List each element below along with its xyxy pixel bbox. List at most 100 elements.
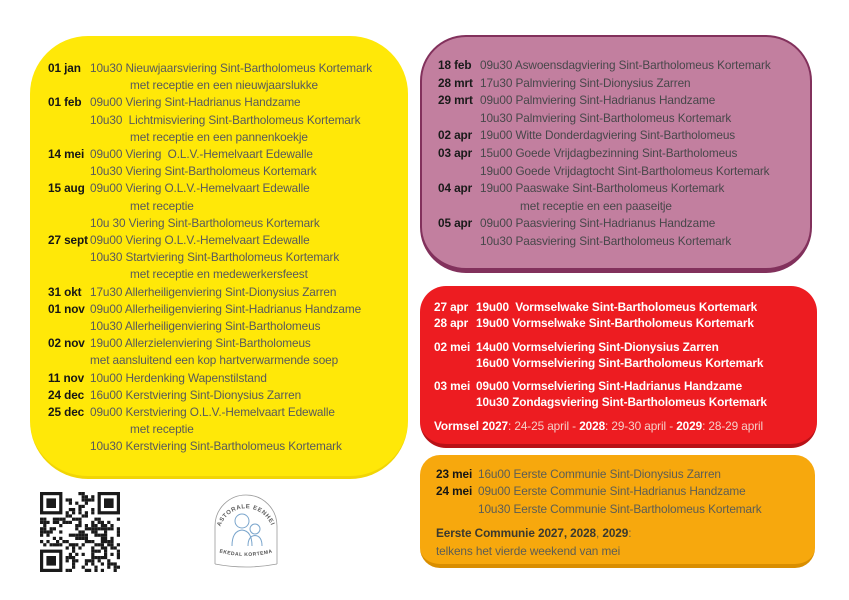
event-text: met receptie: [130, 198, 194, 213]
event-date: 04 apr: [438, 181, 473, 196]
event-text: 09u00 Palmviering Sint-Hadrianus Handzam…: [480, 93, 716, 108]
event-text: 19u00 Goede Vrijdagtocht Sint-Bartholome…: [480, 163, 770, 178]
footer-text: : 24-25 april -: [508, 418, 580, 433]
event-text: 09u30 Aswoensdagviering Sint-Bartholomeu…: [480, 58, 771, 72]
event-text: 19u00 Witte Donderdagviering Sint-Bartho…: [480, 128, 736, 143]
schedule-line: 29 mrt 09u00 Palmviering Sint-Hadrianus H…: [438, 92, 802, 110]
event-date: 23 mei: [436, 467, 473, 481]
schedule-line: 19u00 Goede Vrijdagtocht Sint-Bartholome…: [438, 163, 802, 181]
schedule-line: 15 aug 09u00 Viering O.L.V.-Hemelvaart Ed…: [48, 180, 398, 197]
schedule-line: 11 nov 10u00 Herdenking Wapenstilstand: [48, 370, 398, 387]
schedule-line: 03 apr 15u00 Goede Vrijdagbezinning Sint-…: [438, 145, 802, 163]
schedule-line: met receptie en een pannenkoekje: [48, 129, 398, 146]
event-text: 10u30 Nieuwjaarsviering Sint-Bartholomeu…: [90, 61, 373, 75]
schedule-line: met receptie: [48, 198, 398, 215]
event-date: 18 feb: [438, 58, 472, 72]
schedule-line: 10u30 Paasviering Sint-Bartholomeus Kort…: [438, 233, 802, 251]
schedule-line: 28 apr 19u00 Vormselwake Sint-Bartholomeu…: [434, 315, 811, 331]
event-date: 24 mei: [436, 484, 473, 499]
schedule-line: 10u 30 Viering Sint-Bartholomeus Kortema…: [48, 215, 398, 232]
schedule-line: 10u30 Viering Sint-Bartholomeus Kortemar…: [48, 163, 398, 180]
event-date: 02 apr: [438, 128, 473, 143]
schedule-line: met aansluitend een kop hartverwarmende …: [48, 352, 398, 369]
event-text: 10u30 Startviering Sint-Bartholomeus Kor…: [90, 250, 340, 265]
schedule-line: 10u30 Zondagsviering Sint-Bartholomeus K…: [434, 394, 811, 410]
schedule-line: 27 apr 19u00 Vormselwake Sint-Bartholomeu…: [434, 299, 811, 315]
event-date: 28 apr: [434, 316, 469, 331]
schedule-line: telkens het vierde weekend van mei: [436, 543, 809, 560]
schedule-line: 24 dec 16u00 Kerstviering Sint-Dionysius …: [48, 387, 398, 404]
spacer: [434, 411, 811, 418]
schedule-line: 01 feb 09u00 Viering Sint-Hadrianus Handz…: [48, 94, 398, 111]
event-text: 09u00 Allerheiligenviering Sint-Hadrianu…: [90, 301, 362, 316]
event-text: 10u30 Kerstviering Sint-Bartholomeus Kor…: [90, 439, 342, 454]
event-date: 02 nov: [48, 336, 85, 351]
vormsel-card: 27 apr 19u00 Vormselwake Sint-Bartholomeu…: [420, 286, 817, 448]
footer-text: : 29-30 april -: [605, 418, 677, 433]
event-text: met receptie en een nieuwjaarslukke: [130, 78, 318, 93]
schedule-line: 03 mei 09u00 Vormselviering Sint-Hadrianu…: [434, 378, 811, 394]
footer-strong-text: 2029: [602, 526, 629, 541]
parent-child-figures-icon: [231, 513, 263, 547]
event-date: 27 apr: [434, 300, 469, 314]
event-text: 09u00 Vormselviering Sint-Hadrianus Hand…: [476, 379, 743, 394]
event-date: 05 apr: [438, 216, 473, 231]
schedule-line: 14 mei 09u00 Viering O.L.V.-Hemelvaart Ed…: [48, 146, 398, 163]
schedule-line: 10u30 Allerheiligenviering Sint-Bartholo…: [48, 318, 398, 335]
schedule-line: met receptie en een nieuwjaarslukke: [48, 77, 398, 94]
schedule-line: 01 jan 10u30 Nieuwjaarsviering Sint-Barth…: [48, 60, 398, 77]
event-date: 27 sept: [48, 233, 88, 248]
event-date: 01 jan: [48, 61, 81, 75]
schedule-line: 31 okt 17u30 Allerheiligenviering Sint-Di…: [48, 284, 398, 301]
event-text: met receptie en medewerkersfeest: [130, 267, 308, 282]
event-text: 10u30 Palmviering Sint-Bartholomeus Kort…: [480, 110, 732, 125]
schedule-line: Eerste Communie 2027, 2028, 2029:: [436, 525, 809, 542]
event-text: 19u00 Vormselwake Sint-Bartholomeus Kort…: [476, 300, 758, 314]
spacer: [434, 332, 811, 339]
event-date: 03 mei: [434, 379, 471, 394]
schedule-line: 23 mei 16u00 Eerste Communie Sint-Dionysi…: [436, 466, 809, 483]
schedule-line: 10u30 Lichtmisviering Sint-Bartholomeus …: [48, 112, 398, 129]
svg-text:PASTORALE EENHEID: PASTORALE EENHEID: [208, 484, 275, 527]
spacer: [434, 371, 811, 378]
footer-strong-text: 2029: [676, 418, 703, 433]
event-text: 09u00 Eerste Communie Sint-Hadrianus Han…: [478, 484, 746, 499]
footer-text: ,: [596, 526, 603, 541]
schedule-line: 04 apr 19u00 Paaswake Sint-Bartholomeus K…: [438, 180, 802, 198]
event-date: 02 mei: [434, 339, 471, 354]
event-text: 15u00 Goede Vrijdagbezinning Sint-Bartho…: [480, 145, 738, 160]
event-text: 09u00 Viering O.L.V.-Hemelvaart Edewalle: [90, 147, 313, 162]
yearly-calendar-card: 01 jan 10u30 Nieuwjaarsviering Sint-Barth…: [30, 36, 408, 479]
schedule-line: 10u30 Eerste Communie Sint-Bartholomeus …: [436, 501, 809, 518]
pastorale-eenheid-logo: PASTORALE EENHEID KREKEDAL KORTEMARK: [208, 484, 278, 568]
event-text: 09u00 Kerstviering O.L.V.-Hemelvaart Ede…: [90, 405, 335, 420]
schedule-line: 01 nov 09u00 Allerheiligenviering Sint-Ha…: [48, 301, 398, 318]
event-date: 11 nov: [48, 370, 85, 385]
qr-code-icon: [38, 490, 122, 574]
event-date: 15 aug: [48, 181, 85, 196]
schedule-line: 05 apr 09u00 Paasviering Sint-Hadrianus H…: [438, 215, 802, 233]
event-text: met receptie: [130, 422, 194, 437]
event-text: 14u00 Vormselviering Sint-Dionysius Zarr…: [476, 339, 719, 354]
event-text: 10u 30 Viering Sint-Bartholomeus Kortema…: [90, 215, 320, 230]
event-text: 10u30 Lichtmisviering Sint-Bartholomeus …: [90, 112, 361, 127]
footer-strong-text: 2028: [579, 418, 606, 433]
event-text: 10u00 Herdenking Wapenstilstand: [90, 370, 267, 385]
logo-top-text: PASTORALE EENHEID: [208, 484, 274, 527]
spacer: [436, 518, 809, 525]
event-date: 29 mrt: [438, 93, 473, 108]
footer-text: telkens het vierde weekend van mei: [436, 543, 621, 558]
schedule-line: met receptie: [48, 421, 398, 438]
event-text: 10u30 Viering Sint-Bartholomeus Kortemar…: [90, 164, 317, 179]
schedule-line: 27 sept 09u00 Viering O.L.V.-Hemelvaart E…: [48, 232, 398, 249]
schedule-line: met receptie en een paaseitje: [438, 198, 802, 216]
lent-easter-card: 18 feb 09u30 Aswoensdagviering Sint-Barth…: [420, 35, 812, 273]
eerste-communie-card: 23 mei 16u00 Eerste Communie Sint-Dionysi…: [420, 455, 815, 568]
event-date: 28 mrt: [438, 75, 473, 90]
schedule-line: 10u30 Palmviering Sint-Bartholomeus Kort…: [438, 110, 802, 128]
event-date: 14 mei: [48, 147, 85, 162]
schedule-line: 02 nov 19u00 Allerzielenviering Sint-Bart…: [48, 335, 398, 352]
event-text: 09u00 Paasviering Sint-Hadrianus Handzam…: [480, 216, 716, 231]
schedule-line: 28 mrt 17u30 Palmviering Sint-Dionysius Z…: [438, 75, 802, 93]
